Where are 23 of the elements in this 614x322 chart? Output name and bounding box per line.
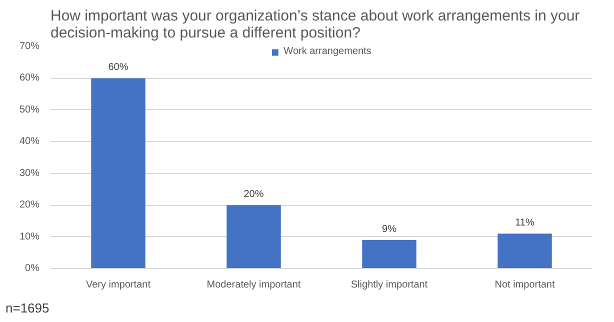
- y-tick-label: 70%: [19, 41, 40, 52]
- bar: [91, 78, 146, 268]
- y-tick-label: 30%: [19, 168, 40, 179]
- data-label: 20%: [244, 189, 264, 200]
- bar: [362, 240, 416, 268]
- y-tick-label: 10%: [19, 231, 40, 242]
- data-label: 60%: [108, 62, 128, 74]
- x-tick-label: Slightly important: [350, 280, 428, 290]
- legend-label: Work arrangements: [284, 46, 372, 57]
- x-tick-label: Not important: [494, 280, 555, 290]
- y-tick-label: 60%: [19, 72, 40, 84]
- y-tick-label: 50%: [19, 104, 40, 116]
- bar: [226, 205, 281, 268]
- data-label: 11%: [515, 218, 534, 229]
- bar: [498, 234, 552, 268]
- text: n=1695: [6, 300, 50, 316]
- chart-title: How important was your organization’s stance about work arrangements in your decision-making to pursue a different position?: [50, 8, 580, 42]
- x-tick-label: Very important: [86, 280, 151, 290]
- data-label: 9%: [382, 224, 397, 235]
- y-tick-label: 20%: [19, 200, 40, 211]
- x-tick-label: Moderately important: [206, 280, 301, 290]
- y-tick-label: 40%: [19, 136, 40, 148]
- y-tick-label: 0%: [25, 263, 40, 274]
